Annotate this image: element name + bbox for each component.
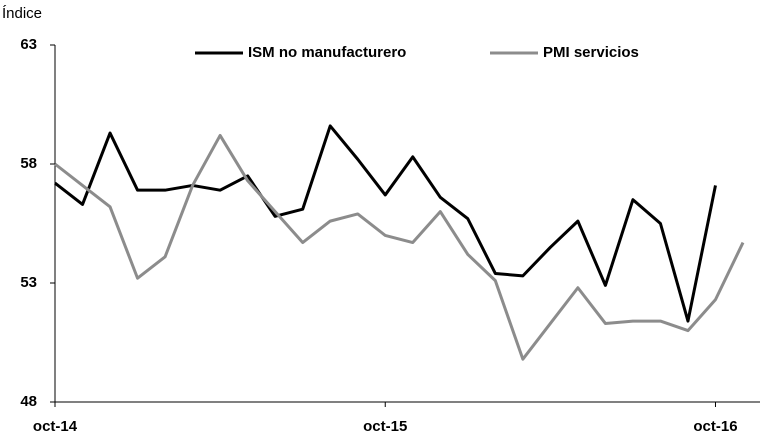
legend-label: PMI servicios: [543, 44, 639, 61]
legend-label: ISM no manufacturero: [248, 44, 406, 61]
y-tick-label: 63: [20, 36, 37, 53]
y-tick-label: 53: [20, 274, 37, 291]
y-axis-label: Índice: [2, 5, 42, 22]
line-series: [54, 124, 717, 323]
line-series: [54, 133, 745, 361]
y-tick-label: 58: [20, 155, 37, 172]
x-tick-label: oct-16: [693, 418, 737, 435]
x-tick-label: oct-14: [33, 418, 78, 435]
y-tick-label: 48: [20, 393, 37, 410]
x-tick-label: oct-15: [363, 418, 407, 435]
